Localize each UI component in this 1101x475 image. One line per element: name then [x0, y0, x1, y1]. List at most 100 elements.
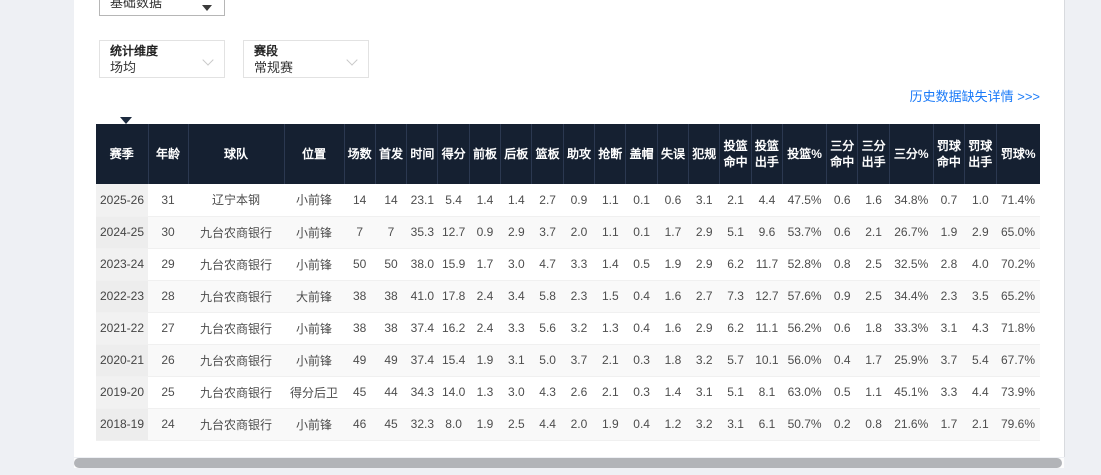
column-header: 投篮%: [782, 124, 828, 184]
table-cell: 2.8: [933, 248, 965, 281]
table-cell: 7.3: [719, 280, 752, 313]
table-cell: 0.5: [826, 376, 858, 409]
horizontal-scrollbar-track[interactable]: [74, 458, 1064, 468]
horizontal-scrollbar-thumb[interactable]: [74, 458, 1062, 468]
table-cell: 1.1: [857, 376, 890, 409]
table-cell: 小前锋: [284, 344, 344, 377]
table-cell: 38: [344, 312, 376, 345]
table-cell: 5.1: [719, 216, 752, 249]
table-cell: 27: [148, 312, 188, 345]
table-cell: 5.8: [531, 280, 564, 313]
column-header: 投篮命中: [719, 124, 752, 184]
table-cell: 24: [148, 408, 188, 441]
season-cell: 2025-26: [96, 184, 148, 217]
table-cell: 5.0: [531, 344, 564, 377]
table-cell: 57.6%: [782, 280, 827, 313]
header-row: 赛季 年龄 球队 位置 场数 首发 时间 得分 前板 后板 篮板 助攻 抢断 盖帽 失误 犯规 投篮命中 投篮出手…: [96, 124, 1040, 184]
table-cell: 1.6: [657, 312, 689, 345]
dimension-label: 统计维度: [110, 44, 159, 58]
table-cell: 九台农商银行: [188, 408, 284, 441]
table-cell: 2.7: [531, 184, 564, 217]
column-header: 首发: [375, 124, 408, 184]
table-cell: 8.1: [751, 376, 783, 409]
column-header: 赛季: [96, 124, 149, 184]
table-cell: 8.0: [437, 408, 470, 441]
table-cell: 2.3: [563, 280, 595, 313]
table-cell: 0.5: [625, 248, 658, 281]
table-cell: 3.7: [933, 344, 965, 377]
table-cell: 0.6: [826, 216, 858, 249]
table-cell: 0.4: [625, 312, 658, 345]
table-cell: 6.2: [719, 248, 752, 281]
table-cell: 九台农商银行: [188, 344, 284, 377]
table-cell: 2.0: [563, 216, 595, 249]
content-card: 基础数据 统计维度 场均 赛段 常规赛 历史数据缺失详情 >>> 赛季 年龄 球队位…: [74, 0, 1065, 457]
season-cell: 2020-21: [96, 344, 148, 377]
table-cell: 67.7%: [996, 344, 1040, 377]
table-cell: 1.4: [500, 184, 532, 217]
table-cell: 2.9: [688, 248, 720, 281]
column-header: 罚球%: [996, 124, 1040, 184]
table-cell: 4.3: [964, 312, 996, 345]
season-cell: 2023-24: [96, 248, 148, 281]
table-cell: 25: [148, 376, 188, 409]
column-header: 助攻: [563, 124, 596, 184]
table-cell: 50: [344, 248, 376, 281]
table-cell: 1.7: [933, 408, 965, 441]
column-header: 位置: [284, 124, 345, 184]
table-cell: 32.5%: [889, 248, 934, 281]
table-cell: 3.3: [500, 312, 532, 345]
table-cell: 1.9: [469, 344, 501, 377]
table-cell: 1.7: [469, 248, 501, 281]
table-cell: 1.6: [657, 280, 689, 313]
dimension-value: 场均: [110, 60, 137, 75]
table-cell: 15.9: [437, 248, 470, 281]
table-cell: 0.6: [826, 312, 858, 345]
table-cell: 九台农商银行: [188, 376, 284, 409]
column-header: 年龄: [148, 124, 189, 184]
table-cell: 38.0: [406, 248, 438, 281]
table-cell: 15.4: [437, 344, 470, 377]
table-cell: 0.9: [469, 216, 501, 249]
data-type-dropdown[interactable]: 基础数据: [99, 0, 225, 16]
table-cell: 49: [375, 344, 407, 377]
table-row: 2020-21 26 九台农商银行 小前锋 49 49 37.4 15.4 1.9 3.1 5.0 3…: [96, 344, 1040, 377]
table-cell: 14: [375, 184, 407, 217]
dimension-dropdown[interactable]: 统计维度 场均: [99, 40, 225, 78]
table-cell: 5.4: [437, 184, 470, 217]
table-cell: 3.3: [563, 248, 595, 281]
table-cell: 0.7: [933, 184, 965, 217]
table-cell: 3.1: [500, 344, 532, 377]
sort-indicator-icon: [120, 117, 132, 124]
table-cell: 50: [375, 248, 407, 281]
stage-dropdown[interactable]: 赛段 常规赛: [243, 40, 369, 78]
table-cell: 0.4: [826, 344, 858, 377]
table-cell: 辽宁本钢: [188, 184, 284, 217]
column-header: 三分%: [889, 124, 934, 184]
table-cell: 4.4: [531, 408, 564, 441]
table-cell: 63.0%: [782, 376, 827, 409]
stage-value: 常规赛: [254, 60, 294, 75]
table-cell: 5.1: [719, 376, 752, 409]
table-cell: 4.4: [751, 184, 783, 217]
table-cell: 1.3: [594, 312, 626, 345]
table-cell: 0.3: [625, 344, 658, 377]
table-cell: 九台农商银行: [188, 248, 284, 281]
table-cell: 九台农商银行: [188, 216, 284, 249]
table-cell: 3.2: [688, 344, 720, 377]
table-cell: 0.9: [563, 184, 595, 217]
table-cell: 14: [344, 184, 376, 217]
table-cell: 3.7: [563, 344, 595, 377]
table-cell: 34.4%: [889, 280, 934, 313]
table-cell: 1.4: [469, 184, 501, 217]
table-cell: 2.5: [857, 280, 890, 313]
table-cell: 12.7: [751, 280, 783, 313]
table-cell: 29: [148, 248, 188, 281]
table-cell: 0.4: [625, 280, 658, 313]
column-header: 三分出手: [857, 124, 890, 184]
history-missing-link[interactable]: 历史数据缺失详情 >>>: [909, 89, 1040, 104]
table-cell: 3.0: [500, 248, 532, 281]
table-cell: 5.7: [719, 344, 752, 377]
table-cell: 2.9: [964, 216, 996, 249]
